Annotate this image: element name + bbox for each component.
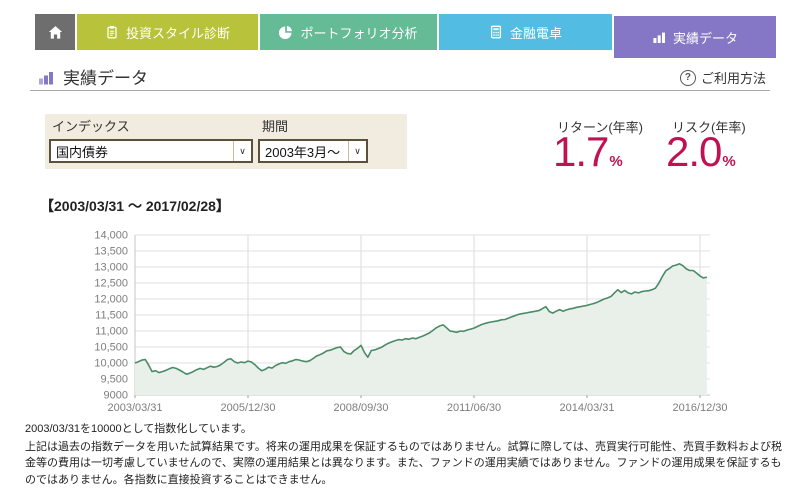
home-icon [48, 25, 63, 40]
svg-text:2005/12/30: 2005/12/30 [220, 402, 275, 414]
return-label: リターン(年率) [557, 120, 644, 135]
period-select-value: 2003年3月～ [265, 144, 341, 160]
clipboard-icon [105, 25, 119, 39]
index-select-value: 国内債券 [56, 144, 109, 160]
svg-text:10,500: 10,500 [94, 342, 128, 354]
footnote-line2: 上記は過去の指数データを用いた試算結果です。将来の運用成果を保証するものではあり… [25, 440, 783, 486]
tab-investment-style[interactable]: 投資スタイル診断 [77, 14, 258, 50]
svg-text:13,500: 13,500 [94, 246, 128, 258]
bar-chart-icon [38, 69, 54, 85]
svg-text:12,000: 12,000 [94, 294, 128, 306]
header-divider [30, 90, 770, 91]
page-title-text: 実績データ [63, 69, 148, 88]
footnote-line1: 2003/03/31を10000として指数化しています。 [25, 423, 252, 435]
risk-unit: % [722, 153, 736, 170]
performance-chart: 14,000 13,500 13,000 12,500 12,000 11,500 11,0… [62, 228, 752, 420]
tab-label: 投資スタイル診断 [125, 25, 230, 41]
svg-text:2003/03/31: 2003/03/31 [107, 402, 162, 414]
svg-text:2016/12/30: 2016/12/30 [672, 402, 727, 414]
chevron-down-icon: ∨ [233, 141, 251, 161]
svg-text:14,000: 14,000 [94, 230, 128, 242]
period-select[interactable]: 2003年3月～ ∨ [258, 139, 368, 163]
tab-performance-data[interactable]: 実績データ [614, 16, 776, 58]
index-select[interactable]: 国内債券 ∨ [49, 139, 253, 163]
bar-chart-icon [652, 30, 666, 44]
index-label: インデックス [52, 119, 130, 134]
svg-text:2008/09/30: 2008/09/30 [333, 402, 388, 414]
tab-label: 実績データ [672, 30, 738, 46]
risk-label: リスク(年率) [672, 120, 746, 135]
period-range-heading: 【2003/03/31 ～ 2017/02/28】 [40, 198, 230, 214]
return-value: 1.7% [553, 128, 623, 175]
tab-label: 金融電卓 [509, 25, 562, 41]
pie-chart-icon [279, 25, 293, 39]
svg-text:2014/03/31: 2014/03/31 [559, 402, 614, 414]
svg-text:11,000: 11,000 [95, 326, 128, 338]
svg-text:2011/06/30: 2011/06/30 [447, 402, 501, 414]
svg-text:13,000: 13,000 [94, 262, 128, 274]
period-label: 期間 [262, 119, 289, 134]
svg-text:9,500: 9,500 [100, 374, 128, 386]
tab-label: ポートフォリオ分析 [300, 25, 418, 41]
svg-text:11,500: 11,500 [95, 310, 128, 322]
page-title: 実績データ [38, 64, 148, 89]
footnote: 2003/03/31を10000として指数化しています。 上記は過去の指数データ… [25, 421, 782, 489]
svg-text:9000: 9000 [104, 390, 128, 402]
risk-value: 2.0% [666, 128, 736, 175]
question-circle-icon: ? [679, 69, 696, 86]
return-unit: % [609, 153, 623, 170]
svg-text:12,500: 12,500 [94, 278, 128, 290]
chevron-down-icon: ∨ [348, 141, 366, 161]
tab-portfolio-analysis[interactable]: ポートフォリオ分析 [260, 14, 437, 50]
usage-help-label: ご利用方法 [700, 71, 766, 86]
usage-help-link[interactable]: ? ご利用方法 [679, 68, 766, 87]
tab-financial-calculator[interactable]: 金融電卓 [439, 14, 612, 50]
svg-text:10,000: 10,000 [94, 358, 128, 370]
nav-home-button[interactable] [35, 14, 75, 50]
calculator-icon [489, 25, 503, 39]
